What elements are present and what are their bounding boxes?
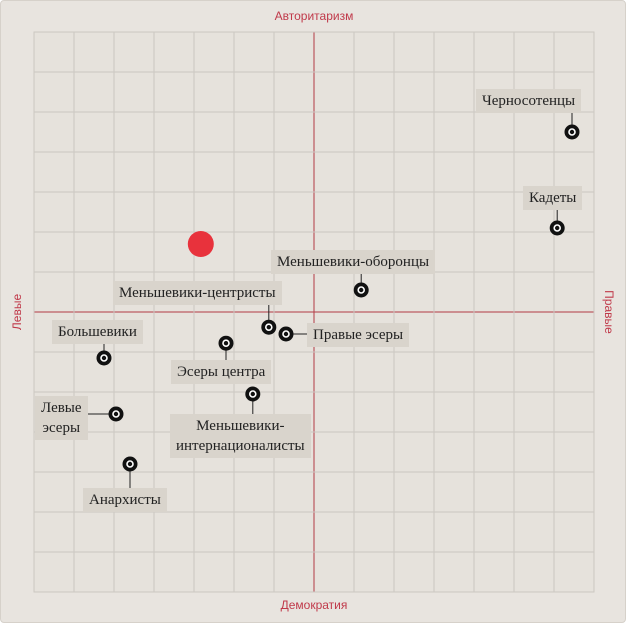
point-label: Меньшевики- интернационалисты: [170, 414, 311, 458]
point-label: Эсеры центра: [171, 360, 272, 384]
point-center: [568, 128, 576, 136]
point: [564, 124, 580, 140]
point: [278, 326, 294, 342]
point: [245, 386, 261, 402]
right-axis-label: Правые: [602, 290, 616, 334]
point: [549, 220, 565, 236]
point-label: Правые эсеры: [307, 323, 410, 347]
grid: [33, 31, 595, 593]
bottom-axis-label: Демократия: [281, 598, 348, 612]
point-center: [100, 354, 108, 362]
left-axis-label: Левые: [10, 294, 24, 331]
point-center: [112, 410, 120, 418]
point-center: [357, 286, 366, 294]
point: [96, 350, 112, 366]
point-label: Анархисты: [83, 488, 167, 512]
point-center: [553, 224, 562, 232]
point-center: [249, 390, 257, 398]
point: [108, 406, 124, 422]
top-axis-label: Авторитаризм: [275, 9, 354, 23]
point-center: [282, 330, 290, 338]
highlight-point: [187, 231, 214, 257]
point-center: [222, 339, 230, 348]
point-label: Черносотенцы: [476, 89, 582, 113]
point-label: Меньшевики-центристы: [113, 281, 282, 305]
point-center: [264, 323, 273, 332]
point-label: Меньшевики-оборонцы: [271, 250, 436, 274]
point: [261, 319, 277, 335]
point-center: [126, 460, 134, 468]
point: [218, 335, 234, 351]
point: [122, 456, 138, 472]
point-label: Кадеты: [523, 186, 583, 210]
point-label: Большевики: [52, 320, 143, 344]
point: [353, 282, 369, 298]
point-label: Левые эсеры: [35, 396, 88, 440]
